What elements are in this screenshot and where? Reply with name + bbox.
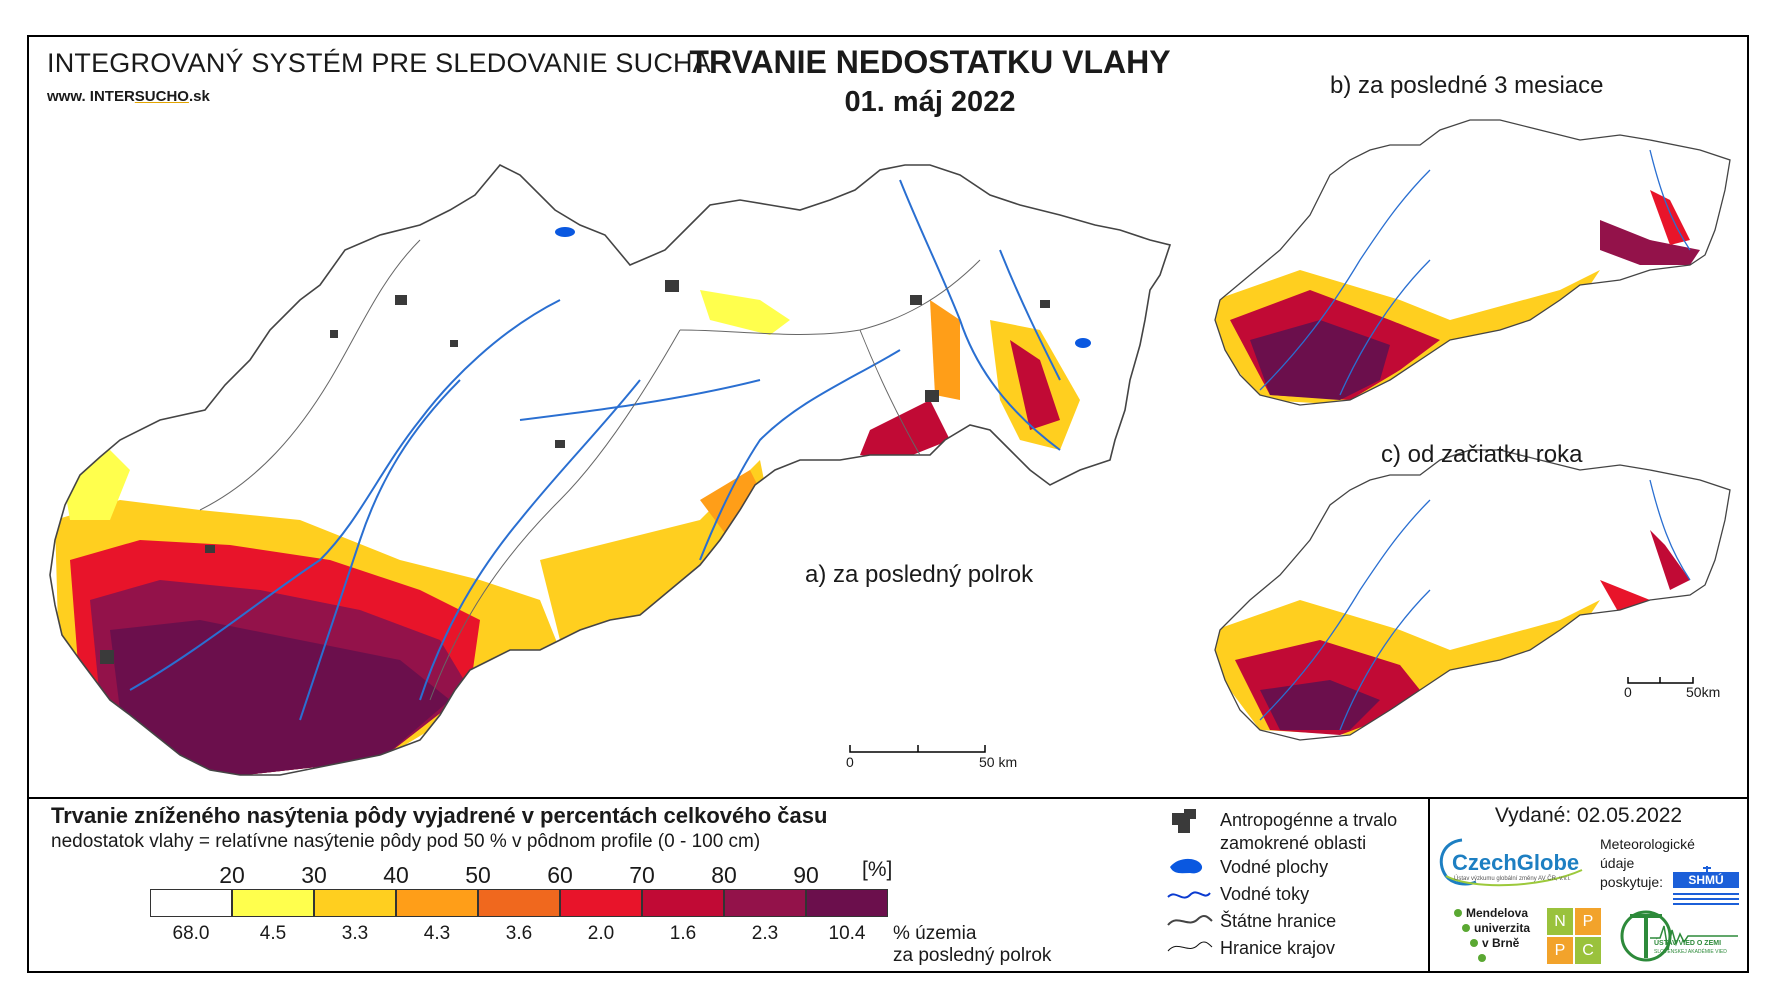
- system-title: INTEGROVANÝ SYSTÉM PRE SLEDOVANIE SUCHA: [47, 48, 711, 78]
- map-b-rivers: [1259, 149, 1691, 396]
- legend-percentage-label: 3.6: [505, 923, 533, 944]
- uvz-name: ÚSTAV VIED O ZEMI: [1654, 940, 1722, 947]
- stream-icon: [1167, 891, 1211, 899]
- www-prefix: www.: [47, 88, 90, 105]
- czechglobe-name: CzechGlobe: [1452, 850, 1580, 875]
- legend-pct-label-2: za posledný polrok: [893, 945, 1052, 966]
- map-c-border: [1214, 449, 1731, 741]
- legend-percentage-label: 4.3: [423, 923, 451, 944]
- map-frame: [27, 35, 1749, 973]
- nppc-p1: P: [1575, 908, 1601, 935]
- legend-divider: [27, 797, 1749, 799]
- main-state-border: [49, 164, 1172, 776]
- legend-percentage-label: 68.0: [172, 923, 210, 944]
- legend-subtitle: nedostatok vlahy = relatívne nasýtenie p…: [51, 831, 761, 852]
- legend-region-border: Hranice krajov: [1220, 938, 1336, 958]
- uvz-logo: ÚSTAV VIED O ZEMI SLOVENSKEJ AKADÉMIE VI…: [1620, 906, 1740, 966]
- nppc-n: N: [1547, 908, 1573, 935]
- website-link[interactable]: www. INTERSUCHO.sk: [47, 88, 210, 105]
- urban-area-icon: [1172, 809, 1196, 833]
- legend-percentage-label: 2.0: [587, 923, 615, 944]
- mendel-text-2: univerzita: [1474, 921, 1531, 935]
- caption-a: a) za posledný polrok: [805, 561, 1034, 588]
- met-text-2: údaje: [1600, 855, 1635, 871]
- main-map[interactable]: [40, 150, 1180, 790]
- legend-threshold-label: 20: [219, 862, 245, 888]
- main-rivers: [129, 179, 1061, 721]
- legend-bin: [560, 889, 642, 917]
- legend-anthropogenic-1: Antropogénne a trvalo: [1220, 810, 1398, 830]
- map-b[interactable]: [1200, 110, 1740, 420]
- map-title: TRVANIE NEDOSTATKU VLAHY: [689, 44, 1171, 80]
- legend-pct-label-1: % územia: [893, 923, 977, 944]
- legend-bin: [642, 889, 724, 917]
- legend-percentage-label: 2.3: [751, 923, 779, 944]
- legend-vertical-divider: [1428, 797, 1430, 973]
- main-scale-0: 0: [846, 754, 854, 770]
- small-scale-bar: [1627, 677, 1694, 684]
- legend-threshold-label: 60: [547, 862, 573, 888]
- legend-bin: [232, 889, 314, 917]
- small-scale-50: 50km: [1686, 684, 1721, 700]
- legend-threshold-label: 30: [301, 862, 327, 888]
- legend-state-border: Štátne hranice: [1220, 911, 1337, 931]
- legend-threshold-label: 90: [793, 862, 819, 888]
- main-region-borders: [199, 239, 981, 701]
- mendel-university-logo: Mendelova univerzita v Brně: [1452, 906, 1534, 966]
- shmu-name: SHMÚ: [1688, 873, 1724, 887]
- legend-percentage-label: 3.3: [341, 923, 369, 944]
- legend-percentage-label: 4.5: [259, 923, 287, 944]
- legend-threshold-label: 80: [711, 862, 737, 888]
- legend-unit: [%]: [862, 858, 893, 881]
- czechglobe-subtitle: Ústav výzkumu globální změny AV ČR, v.v.…: [1454, 876, 1571, 882]
- met-text-3: poskytuje:: [1600, 874, 1664, 890]
- map-c-rivers: [1259, 479, 1691, 731]
- main-urban-areas: [100, 280, 1050, 664]
- main-scale-bar: [849, 745, 986, 753]
- legend-threshold-label: 50: [465, 862, 491, 888]
- legend-bin: [150, 889, 232, 917]
- legend-title: Trvanie zníženého nasýtenia pôdy vyjadre…: [51, 803, 828, 828]
- nppc-c: C: [1575, 937, 1601, 964]
- main-water-bodies: [555, 227, 1091, 348]
- met-text-1: Meteorologické: [1600, 836, 1695, 852]
- uvz-subtitle: SLOVENSKEJ AKADÉMIE VIED: [1654, 949, 1727, 955]
- mendel-text-3: v Brně: [1482, 936, 1520, 950]
- legend-bin: [396, 889, 478, 917]
- main-scale-50: 50 km: [979, 754, 1018, 770]
- issued-date: Vydané: 02.05.2022: [1494, 804, 1683, 827]
- mendel-text-1: Mendelova: [1466, 906, 1529, 920]
- legend-anthropogenic-2: zamokrené oblasti: [1220, 833, 1367, 853]
- shmu-logo: SHMÚ: [1673, 866, 1739, 908]
- map-date: 01. máj 2022: [844, 86, 1016, 118]
- www-part-a: INTER: [89, 88, 135, 105]
- legend-bin: [314, 889, 396, 917]
- legend-bin: [478, 889, 560, 917]
- www-part-c: .sk: [188, 88, 210, 105]
- region-border-icon: [1167, 941, 1213, 952]
- legend-threshold-label: 70: [629, 862, 655, 888]
- legend-percentage-label: 10.4: [828, 923, 866, 944]
- www-part-b: SUCHO: [134, 88, 189, 105]
- legend-water-bodies: Vodné plochy: [1220, 857, 1329, 877]
- legend-bin: [724, 889, 806, 917]
- caption-c: c) od začiatku roka: [1381, 441, 1583, 468]
- map-c[interactable]: [1200, 440, 1740, 750]
- legend-bin: [806, 889, 888, 917]
- nppc-logo: N P P C: [1547, 908, 1601, 964]
- met-data-provider: Meteorologické údaje poskytuje:: [1600, 835, 1695, 892]
- legend-percentage-label: 1.6: [669, 923, 697, 944]
- state-border-icon: [1167, 914, 1213, 926]
- legend-streams: Vodné toky: [1220, 884, 1310, 904]
- water-body-icon: [1170, 858, 1203, 874]
- map-b-border: [1214, 119, 1731, 406]
- symbol-icons: [1167, 809, 1213, 952]
- small-scale-0: 0: [1624, 684, 1632, 700]
- caption-b: b) za posledné 3 mesiace: [1330, 72, 1604, 99]
- nppc-p2: P: [1547, 937, 1573, 964]
- czechglobe-logo: CzechGlobe Ústav výzkumu globální změny …: [1432, 832, 1594, 892]
- legend-threshold-label: 40: [383, 862, 409, 888]
